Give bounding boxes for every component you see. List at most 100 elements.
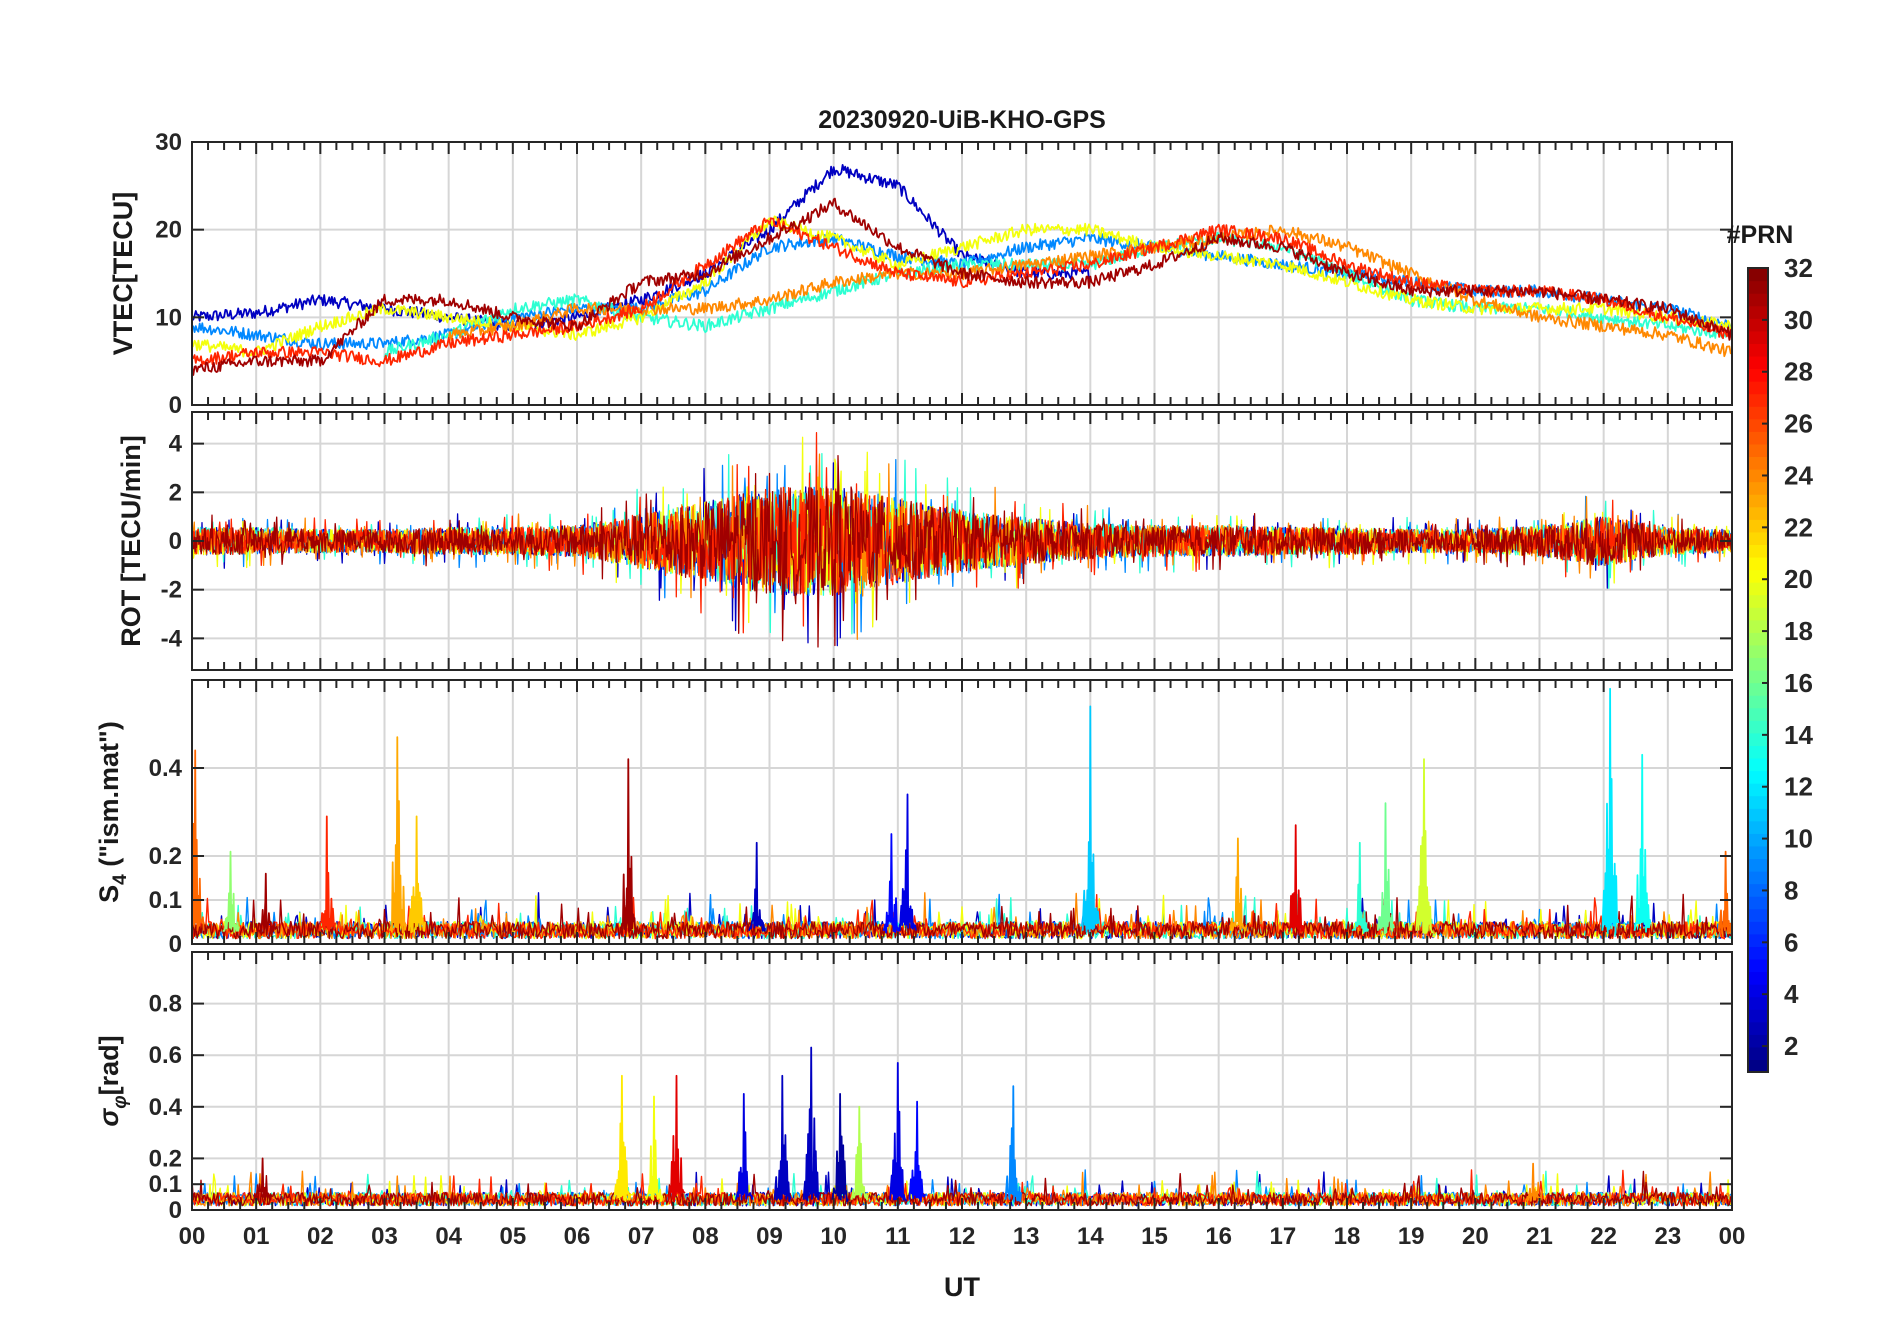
s4-spike-17 xyxy=(1633,753,1652,933)
colorbar-swatch xyxy=(1748,632,1768,646)
colorbar-swatch xyxy=(1748,770,1768,784)
s4-spike-10 xyxy=(1081,705,1100,935)
s4-spike-13 xyxy=(1351,841,1370,934)
sigma_phi-y-tick-label: 0.2 xyxy=(149,1145,182,1172)
sigma_phi-spike-9 xyxy=(889,1062,908,1202)
x-tick-label: 01 xyxy=(243,1223,270,1250)
s4-ylabel-rest: ("ism.mat") xyxy=(94,721,124,874)
colorbar-tick-label: 8 xyxy=(1784,875,1798,905)
x-tick-label: 10 xyxy=(820,1223,847,1250)
colorbar-swatch xyxy=(1748,682,1768,696)
vtec-series-prn-31 xyxy=(192,197,1732,376)
colorbar-swatch xyxy=(1748,695,1768,709)
s4-spike-4 xyxy=(388,736,407,934)
colorbar-swatch xyxy=(1748,984,1768,998)
sigma_phi-spike-5 xyxy=(773,1074,792,1202)
sigma_phi-ylabel-rest: [rad] xyxy=(94,1035,124,1095)
vtec-series-prn-24 xyxy=(447,224,1732,358)
s4-series-prn-31 xyxy=(192,893,1732,940)
x-tick-labels: 00 01 02 03 04 05 06 07 08 09 10 11 12 13 14 15 16 17 18 19… xyxy=(179,1223,1746,1250)
vtec-series-prn-3 xyxy=(192,164,1091,332)
sigma_phi-ylabel-sub: φ xyxy=(110,1095,131,1108)
colorbar-swatch xyxy=(1748,845,1768,860)
s4-spike-1 xyxy=(222,850,240,933)
x-tick-label: 22 xyxy=(1590,1223,1617,1250)
rot-y-tick-label: 4 xyxy=(169,431,183,458)
colorbar-swatch xyxy=(1748,531,1768,545)
colorbar-swatch xyxy=(1748,544,1768,558)
x-tick-label: 21 xyxy=(1526,1223,1553,1250)
colorbar-swatch xyxy=(1748,594,1768,608)
s4-spike-8 xyxy=(882,833,901,934)
vtec-y-tick-label: 10 xyxy=(155,304,182,331)
colorbar-swatch xyxy=(1748,858,1768,872)
sigma_phi-y-tick-label: 0.6 xyxy=(149,1042,182,1069)
x-tick-label: 11 xyxy=(885,1223,910,1250)
sigma_phi-spike-3 xyxy=(667,1074,686,1203)
x-tick-label: 03 xyxy=(371,1223,398,1250)
rot-y-tick-label: 2 xyxy=(169,479,182,506)
colorbar-swatch xyxy=(1748,406,1768,420)
x-tick-label: 14 xyxy=(1077,1223,1104,1250)
colorbar-swatch xyxy=(1748,908,1768,922)
colorbar-swatch xyxy=(1748,519,1768,533)
x-tick-label: 13 xyxy=(1013,1223,1040,1250)
x-axis-label: UT xyxy=(944,1272,980,1302)
colorbar-swatch xyxy=(1748,720,1768,734)
x-tick-label: 04 xyxy=(435,1223,462,1250)
colorbar-swatch xyxy=(1748,393,1768,407)
vtec-y-tick-label: 0 xyxy=(169,392,182,419)
s4-y-tick-label: 0.2 xyxy=(149,843,182,870)
sigma_phi-spike-2 xyxy=(645,1095,664,1203)
vtec-y-tick-label: 30 xyxy=(155,129,182,156)
colorbar-swatch xyxy=(1748,732,1768,746)
s4-spike-9 xyxy=(898,793,917,931)
x-tick-label: 09 xyxy=(756,1223,783,1250)
colorbar-swatch xyxy=(1748,670,1768,684)
rot-y-tick-label: -2 xyxy=(161,577,182,604)
panel-s4: 0 0.1 0.2 0.4 S4 ("ism.mat") xyxy=(94,679,1733,958)
chart-title: 20230920-UiB-KHO-GPS xyxy=(818,106,1106,134)
sigma_phi-spike-4 xyxy=(735,1093,754,1201)
colorbar-tick-label: 12 xyxy=(1784,772,1813,802)
colorbar-swatch xyxy=(1748,1046,1768,1061)
colorbar-swatch xyxy=(1748,1009,1768,1023)
rot-x-ticks xyxy=(191,412,1733,670)
x-tick-label: 00 xyxy=(179,1223,206,1250)
x-tick-label: 17 xyxy=(1269,1223,1296,1250)
sigma_phi-y-tick-label: 0 xyxy=(169,1197,182,1224)
vtec-x-ticks xyxy=(191,141,1733,406)
colorbar-swatch xyxy=(1748,607,1768,621)
x-tick-label: 05 xyxy=(499,1223,526,1250)
colorbar-swatch xyxy=(1748,1021,1768,1035)
x-tick-label: 02 xyxy=(307,1223,334,1250)
colorbar-swatch xyxy=(1748,971,1768,985)
colorbar-swatch xyxy=(1748,343,1768,357)
s4-ylabel-main: S xyxy=(94,885,124,903)
s4-y-tick-label: 0 xyxy=(169,931,182,958)
colorbar-swatch xyxy=(1748,883,1768,897)
sigma_phi-spike-10 xyxy=(908,1100,926,1203)
s4-spike-3 xyxy=(318,815,337,932)
panel-sigma_phi: 00.10.2 0.4 0.6 0.8 σφ[rad] xyxy=(94,951,1733,1224)
rot-y-tick-label: -4 xyxy=(161,625,183,652)
colorbar-swatch xyxy=(1748,958,1768,973)
colorbar-swatch xyxy=(1748,355,1768,370)
colorbar-swatch xyxy=(1748,494,1768,508)
s4-y-tick-label: 0.4 xyxy=(149,755,183,782)
colorbar-tick-label: 28 xyxy=(1784,357,1813,387)
colorbar-swatch xyxy=(1748,896,1768,910)
colorbar-swatch xyxy=(1748,330,1768,344)
s4-spike-7 xyxy=(748,841,766,932)
colorbar-swatch xyxy=(1748,820,1768,834)
colorbar-swatch xyxy=(1748,644,1768,659)
s4-spike-16 xyxy=(1601,687,1620,934)
colorbar-swatch xyxy=(1748,795,1768,809)
colorbar-swatch xyxy=(1748,556,1768,571)
colorbar-swatch xyxy=(1748,657,1768,671)
colorbar-tick-label: 26 xyxy=(1784,409,1813,439)
vtec-series-prn-27 xyxy=(192,217,1732,368)
sigma_phi-spike-6 xyxy=(802,1046,821,1202)
